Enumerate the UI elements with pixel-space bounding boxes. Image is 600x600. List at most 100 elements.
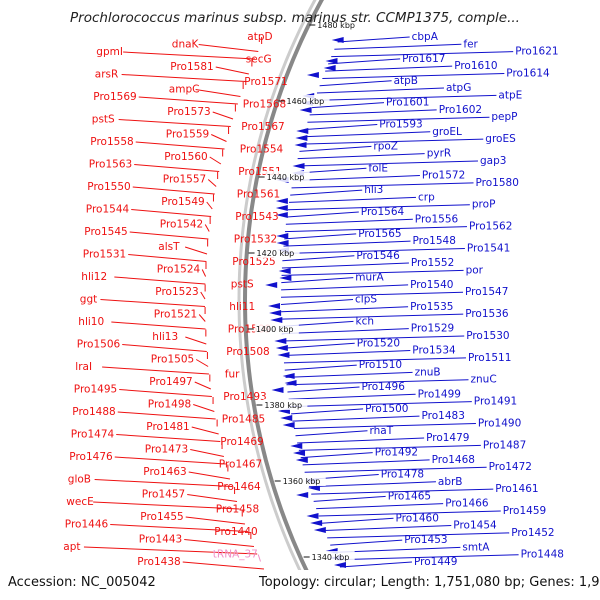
right-gene-label: Pro1496 [362, 381, 406, 393]
reverse-gene-arrow [276, 240, 289, 246]
label-leader-line [135, 141, 225, 150]
right-gene-label: clpS [355, 294, 377, 306]
reverse-gene-arrow [277, 352, 290, 358]
reverse-gene-arrow [268, 303, 281, 309]
label-leader-line [292, 415, 420, 422]
label-leader-line [281, 262, 409, 269]
left-gene-label: secG [246, 54, 272, 66]
label-leader-line [209, 156, 222, 165]
label-leader-line [293, 422, 476, 429]
kbp-label-bg [310, 551, 355, 562]
left-gene-label: Pro1481 [146, 421, 189, 433]
label-leader-line [118, 119, 231, 127]
label-leader-line [290, 189, 363, 196]
left-gene-label: pstS [92, 114, 115, 126]
right-gene-label: abrB [438, 476, 463, 488]
label-leader-line [281, 284, 409, 291]
right-gene-label: Pro1541 [467, 243, 510, 255]
label-leader-line [94, 479, 233, 487]
label-leader-line [281, 291, 464, 298]
left-gene-label: Pro1458 [216, 504, 259, 516]
label-leader-line [286, 379, 469, 386]
label-leader-line [285, 371, 413, 378]
right-gene-label: cbpA [412, 31, 439, 43]
label-leader-line [287, 386, 360, 393]
reverse-gene-arrow [296, 128, 309, 134]
right-gene-label: Pro1530 [466, 330, 509, 342]
left-gene-label: Pro1563 [89, 159, 132, 171]
right-gene-label: Pro1564 [361, 206, 405, 218]
label-leader-line [201, 269, 207, 277]
right-gene-label: Pro1448 [521, 549, 564, 561]
right-gene-label: gap3 [480, 155, 506, 167]
right-gene-label: Pro1547 [465, 286, 508, 298]
label-leader-line [286, 211, 359, 218]
label-leader-line [134, 164, 220, 172]
kbp-label-bg [281, 475, 326, 486]
label-leader-line [83, 546, 258, 555]
reverse-gene-arrow [274, 338, 287, 344]
label-leader-line [281, 269, 464, 276]
label-leader-line [191, 426, 219, 435]
right-gene-label: Pro1548 [413, 235, 456, 247]
right-gene-label: groES [485, 133, 516, 145]
label-leader-line [215, 66, 249, 75]
kbp-scale-label: 1460 kbp [287, 97, 325, 106]
label-leader-line [114, 456, 226, 465]
reverse-gene-arrow [275, 205, 288, 211]
label-leader-line [305, 124, 378, 130]
reverse-gene-arrow [325, 58, 338, 64]
right-gene-label: Pro1490 [478, 418, 521, 430]
label-leader-line [316, 87, 444, 94]
label-leader-line [336, 554, 519, 561]
kbp-scale-label: 1380 kbp [264, 401, 302, 410]
label-leader-line [311, 102, 385, 109]
right-gene-label: Pro1511 [468, 352, 511, 364]
label-leader-line [302, 459, 430, 466]
right-gene-label: hli3 [364, 184, 383, 196]
right-gene-label: Pro1546 [356, 250, 400, 262]
label-leader-line [281, 306, 409, 313]
summary-text: Topology: circular; Length: 1,751,080 bp… [258, 575, 600, 590]
reverse-gene-arrow [265, 282, 278, 288]
label-leader-line [129, 231, 209, 240]
right-gene-label: Pro1479 [426, 432, 469, 444]
right-gene-label: Pro1614 [506, 68, 550, 80]
left-gene-label: lrаI [75, 361, 92, 373]
label-leader-line [132, 186, 215, 195]
right-gene-label: Pro1483 [422, 410, 465, 422]
right-gene-label: Pro1472 [489, 461, 532, 473]
right-gene-label: smtA [462, 541, 490, 553]
label-leader-line [297, 437, 425, 444]
right-gene-label: pepP [491, 111, 517, 123]
left-gene-label: arsR [95, 69, 119, 81]
left-gene-label: Pro1443 [139, 534, 182, 546]
label-leader-line [288, 196, 417, 203]
label-leader-line [198, 44, 259, 52]
left-gene-label: ampC [169, 84, 200, 96]
label-leader-line [117, 411, 216, 420]
left-gene-label: Pro1464 [217, 481, 261, 493]
left-gene-label: Pro1557 [163, 174, 206, 186]
left-gene-label: Pro1573 [167, 106, 210, 118]
left-gene-label: Pro1545 [84, 226, 127, 238]
right-gene-label: Pro1468 [432, 454, 475, 466]
reverse-gene-arrow [295, 457, 308, 463]
label-leader-line [303, 131, 431, 138]
right-gene-label: Pro1465 [388, 490, 431, 502]
label-leader-line [284, 226, 467, 233]
left-gene-label: Pro1508 [226, 346, 269, 358]
left-gene-label: gloB [68, 474, 91, 486]
right-gene-label: Pro1562 [469, 221, 512, 233]
reverse-gene-arrow [282, 422, 295, 428]
right-gene-label: Pro1540 [410, 279, 453, 291]
right-gene-label: Pro1610 [454, 60, 497, 72]
label-leader-line [281, 313, 464, 320]
right-gene-label: atpE [498, 89, 522, 101]
left-gene-label: Pro1561 [237, 189, 280, 201]
right-gene-label: Pro1535 [410, 301, 453, 313]
left-gene-label: Pro1446 [65, 519, 109, 531]
label-leader-line [138, 96, 238, 105]
label-leader-line [284, 233, 357, 240]
